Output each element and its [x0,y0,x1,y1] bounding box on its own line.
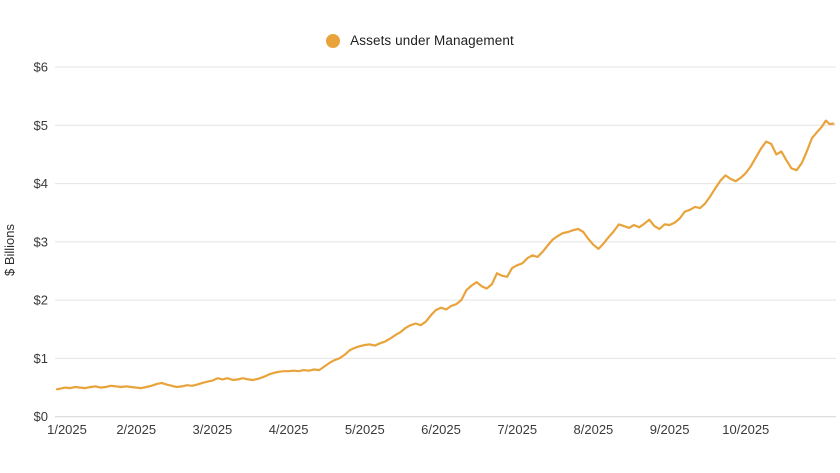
x-tick-label: 3/2025 [193,422,233,437]
x-tick-label: 10/2025 [722,422,769,437]
x-tick-label: 4/2025 [269,422,309,437]
x-tick-label: 1/2025 [47,422,87,437]
gridlines [55,66,836,418]
x-tick-label: 6/2025 [421,422,461,437]
x-tick-label: 8/2025 [574,422,614,437]
y-tick-label: $1 [34,351,48,366]
x-tick-label: 9/2025 [650,422,690,437]
y-axis-tick-labels: $0 $1 $2 $3 $4 $5 $6 [34,60,48,425]
y-tick-label: $0 [34,409,48,424]
x-axis-tick-labels: 1/2025 2/2025 3/2025 4/2025 5/2025 6/2025 7/20… [47,422,769,437]
y-tick-label: $6 [34,60,48,75]
y-tick-label: $5 [34,118,48,133]
aum-series-line [55,119,835,391]
y-tick-label: $4 [34,176,48,191]
y-axis-title: $ Billions [2,223,17,276]
x-tick-label: 2/2025 [116,422,156,437]
y-tick-label: $2 [34,293,48,308]
x-tick-label: 5/2025 [345,422,385,437]
x-tick-label: 7/2025 [497,422,537,437]
y-tick-label: $3 [34,234,48,249]
